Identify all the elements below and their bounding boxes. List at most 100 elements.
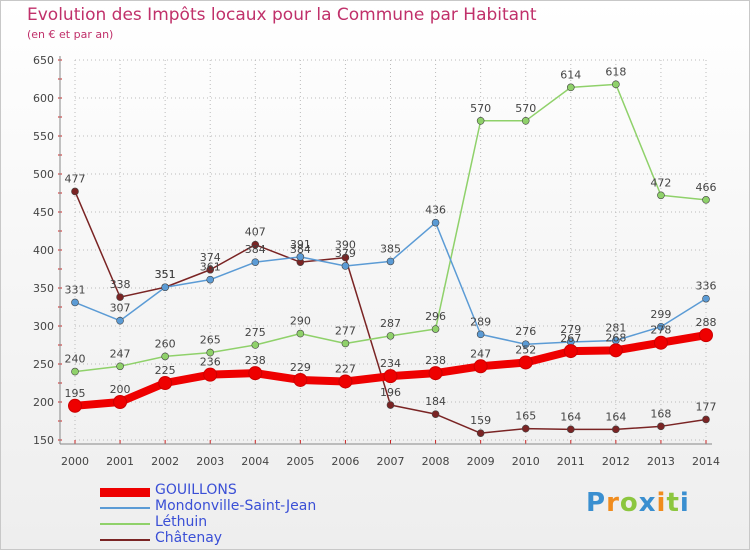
series-2-point	[476, 117, 485, 125]
y-tick-label: 250	[33, 358, 54, 371]
data-label: 299	[650, 308, 671, 321]
data-label: 384	[245, 243, 266, 256]
data-label: 165	[515, 410, 536, 423]
series-1-point	[296, 253, 305, 261]
legend-swatch	[100, 523, 150, 525]
legend-label: Châtenay	[155, 530, 223, 546]
legend-swatch	[100, 487, 150, 497]
data-label: 296	[425, 310, 446, 323]
series-1-point	[702, 294, 710, 303]
series-3-point	[476, 429, 485, 437]
data-label: 351	[155, 268, 176, 281]
series-3-point	[386, 401, 395, 409]
data-label: 267	[560, 332, 581, 345]
data-label: 184	[425, 395, 446, 408]
series-2-point	[341, 339, 350, 348]
y-tick-label: 350	[33, 282, 54, 295]
data-label: 436	[425, 204, 446, 217]
data-label: 200	[110, 383, 131, 396]
series-1-point	[521, 340, 530, 349]
legend: GOUILLONS Mondonville-Saint-Jean Léthuin Ch…	[100, 482, 360, 548]
series-0-point	[158, 376, 173, 390]
series-1-point	[476, 330, 485, 339]
series-1-point	[206, 275, 215, 284]
series-2-point	[657, 191, 665, 200]
chart-subtitle: (en € et par an)	[27, 28, 114, 41]
data-label: 290	[290, 315, 311, 328]
series-2-point	[521, 117, 530, 125]
y-tick-label: 150	[33, 434, 54, 447]
series-2-point	[71, 367, 79, 376]
data-label: 279	[560, 323, 581, 336]
legend-swatch	[100, 507, 150, 509]
legend-label: GOUILLONS	[155, 482, 237, 498]
series-0-point	[293, 372, 308, 387]
series-3-point	[341, 253, 350, 262]
data-label: 164	[560, 410, 581, 423]
series-2-point	[161, 352, 169, 361]
line-chart: 150 200 250 300 350 400 450 500 550 600 650 2000 200…	[33, 54, 720, 468]
series-0-point	[563, 344, 578, 359]
logo-letter: P	[586, 488, 607, 518]
data-label: 238	[245, 354, 266, 367]
data-label: 307	[110, 302, 131, 315]
series-3-point	[71, 187, 79, 196]
series-1-point	[341, 262, 350, 270]
logo-letter: i	[656, 488, 667, 518]
logo-letter: i	[679, 488, 690, 518]
y-tick-label: 650	[33, 54, 54, 67]
series-2-point	[702, 196, 710, 204]
x-tick-label: 2010	[512, 455, 540, 468]
series-2-point	[566, 83, 575, 92]
series-2-point	[206, 348, 215, 357]
series-0-point	[428, 366, 443, 381]
y-tick-label: 450	[33, 206, 54, 219]
data-label: 570	[470, 102, 491, 115]
data-label: 168	[650, 407, 671, 420]
series-0-point	[248, 366, 263, 381]
data-label: 374	[200, 251, 221, 264]
data-label: 177	[696, 400, 717, 413]
series-0-point	[518, 355, 533, 370]
series-2-point	[612, 80, 620, 89]
data-label: 287	[380, 317, 401, 330]
data-label: 196	[380, 386, 401, 399]
legend-item: Châtenay	[100, 530, 360, 548]
series-0-point	[203, 367, 218, 382]
data-label: 247	[110, 347, 131, 360]
legend-label: Mondonville-Saint-Jean	[155, 498, 317, 514]
y-tick-label: 550	[33, 130, 54, 143]
series-0-point	[383, 369, 398, 384]
series-3-point	[431, 410, 440, 418]
data-label: 234	[380, 357, 401, 370]
logo-letter: r	[606, 488, 620, 518]
series-2-point	[116, 362, 124, 371]
data-label: 227	[335, 362, 356, 375]
series-0-point	[473, 359, 488, 374]
data-label: 331	[65, 283, 86, 296]
series-0-point	[68, 398, 82, 413]
axes: 150 200 250 300 350 400 450 500 550 600 650 2000 200…	[33, 54, 720, 468]
legend-label: Léthuin	[155, 514, 208, 530]
series-3-point	[521, 424, 530, 433]
data-label: 618	[605, 65, 626, 78]
x-tick-label: 2009	[467, 455, 495, 468]
series-3-point	[206, 265, 215, 274]
series-2-point	[251, 341, 260, 349]
series-3-point	[612, 425, 620, 434]
x-tick-label: 2008	[422, 455, 450, 468]
data-label: 379	[335, 247, 356, 260]
data-label: 336	[696, 280, 717, 293]
data-label: 351	[155, 268, 176, 281]
x-tick-label: 2003	[196, 455, 224, 468]
x-tick-label: 2002	[151, 455, 179, 468]
y-tick-label: 500	[33, 168, 54, 181]
x-tick-label: 2005	[286, 455, 314, 468]
series-1-point	[657, 322, 665, 331]
data-label: 164	[605, 410, 626, 423]
data-label: 240	[65, 353, 86, 366]
x-tick-label: 2012	[602, 455, 630, 468]
series-3-point	[251, 240, 260, 249]
data-label: 276	[515, 325, 536, 338]
